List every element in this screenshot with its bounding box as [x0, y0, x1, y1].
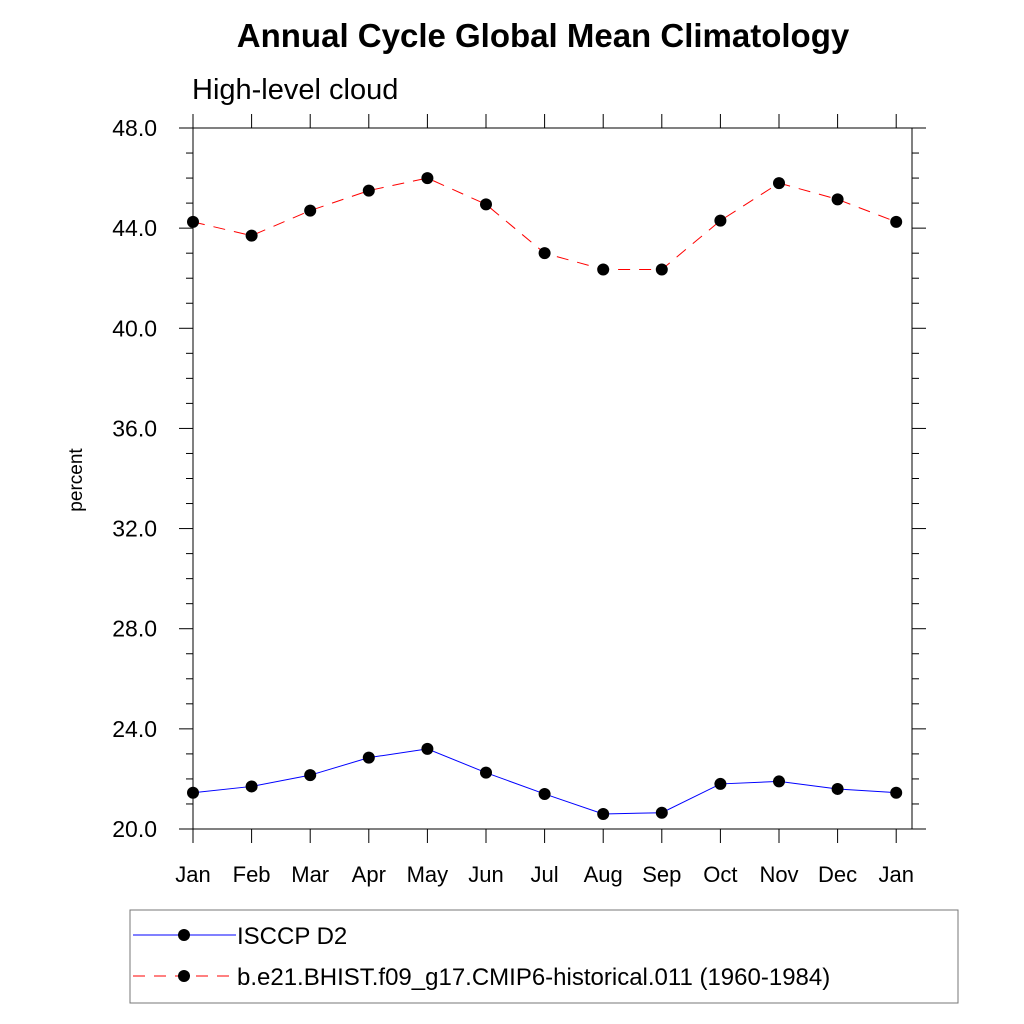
data-point-model: [245, 229, 258, 242]
y-tick-label: 40.0: [112, 315, 157, 341]
data-point-isccp: [597, 807, 610, 820]
legend-marker-isccp: [178, 929, 190, 941]
x-tick-label: Jun: [468, 862, 503, 887]
y-tick-labels: 20.0 24.0 28.0 32.0 36.0 40.0 44.0 48.0: [112, 115, 157, 842]
data-point-isccp: [773, 775, 785, 788]
legend-label-isccp: ISCCP D2: [237, 923, 347, 950]
data-point-model: [304, 204, 317, 217]
plot-frame: [192, 127, 913, 830]
x-tick-label: Jan: [175, 862, 210, 887]
x-tick-label: Apr: [352, 862, 386, 887]
data-point-isccp: [245, 780, 258, 793]
series-layer: [187, 172, 903, 820]
y-tick-label: 44.0: [112, 215, 157, 241]
data-point-isccp: [714, 777, 727, 790]
chart-title: Annual Cycle Global Mean Climatology: [237, 17, 850, 54]
x-tick-label: Sep: [642, 862, 681, 887]
legend-box: [129, 909, 959, 1004]
x-tick-label: Nov: [759, 862, 798, 887]
data-point-model: [538, 247, 551, 260]
data-point-isccp: [890, 786, 903, 799]
y-tick-label: 20.0: [112, 816, 157, 842]
data-point-model: [362, 184, 375, 197]
y-axis-label: percent: [66, 448, 87, 512]
x-tick-label: May: [407, 862, 449, 887]
legend: ISCCP D2 b.e21.BHIST.f09_g17.CMIP6-histo…: [129, 909, 959, 1004]
y-tick-label: 28.0: [112, 616, 157, 642]
data-point-model: [773, 177, 785, 190]
data-point-model: [714, 214, 727, 227]
y-tick-label: 36.0: [112, 415, 157, 441]
x-tick-label: Dec: [818, 862, 857, 887]
legend-marker-model: [178, 970, 190, 982]
series-line-isccp: [192, 748, 897, 815]
data-point-isccp: [480, 766, 492, 779]
y-tick-label: 32.0: [112, 516, 157, 542]
x-tick-label: Aug: [584, 862, 623, 887]
data-point-isccp: [421, 742, 434, 755]
data-point-model: [831, 193, 844, 206]
y-tick-label: 24.0: [112, 716, 157, 742]
chart-subtitle: High-level cloud: [192, 74, 398, 106]
x-tick-label: Mar: [291, 862, 329, 887]
data-point-model: [655, 263, 668, 276]
x-tick-labels: Jan Feb Mar Apr May Jun Jul Aug Sep Oct Nov Dec Jan: [175, 862, 914, 887]
legend-label-model: b.e21.BHIST.f09_g17.CMIP6-historical.011…: [237, 964, 830, 991]
data-point-isccp: [538, 787, 551, 800]
data-point-model: [597, 263, 610, 276]
x-tick-label: Jan: [878, 862, 913, 887]
x-tick-label: Feb: [233, 862, 271, 887]
y-tick-label: 48.0: [112, 115, 157, 141]
x-tick-label: Jul: [531, 862, 559, 887]
data-point-isccp: [187, 786, 199, 799]
axis-ticks: [179, 114, 926, 843]
data-point-isccp: [362, 751, 375, 764]
data-point-isccp: [831, 782, 844, 795]
data-point-model: [480, 198, 492, 211]
data-point-model: [187, 215, 199, 228]
x-tick-label: Oct: [703, 862, 737, 887]
data-point-model: [421, 172, 434, 185]
data-point-isccp: [304, 769, 317, 782]
data-point-model: [890, 215, 903, 228]
data-point-isccp: [655, 806, 668, 819]
